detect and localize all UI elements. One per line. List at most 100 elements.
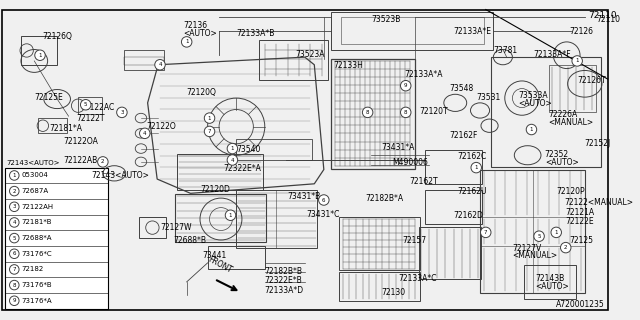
Text: 5: 5 xyxy=(84,102,88,107)
Text: <MANUAL>: <MANUAL> xyxy=(513,252,557,260)
Text: 4: 4 xyxy=(13,220,16,225)
Text: <AUTO>: <AUTO> xyxy=(545,158,579,167)
Bar xyxy=(332,12,493,51)
Text: 5: 5 xyxy=(538,234,541,239)
Text: 72110: 72110 xyxy=(589,12,617,20)
Text: 72126Q: 72126Q xyxy=(42,32,72,41)
Text: FRONT: FRONT xyxy=(207,255,234,275)
Text: 7: 7 xyxy=(484,230,488,235)
Text: 72122AH: 72122AH xyxy=(22,204,54,210)
Bar xyxy=(124,57,164,65)
Ellipse shape xyxy=(526,124,537,135)
Text: <AUTO>: <AUTO> xyxy=(535,282,569,291)
Text: 73533A: 73533A xyxy=(518,92,548,100)
Text: 72226A: 72226A xyxy=(548,110,578,119)
Text: 72133A*F: 72133A*F xyxy=(533,50,571,59)
Text: <AUTO>: <AUTO> xyxy=(518,99,552,108)
Text: 2: 2 xyxy=(564,245,568,250)
Text: 73781: 73781 xyxy=(493,46,518,55)
Text: 72182B*A: 72182B*A xyxy=(365,194,404,203)
Ellipse shape xyxy=(227,143,237,154)
Ellipse shape xyxy=(140,128,150,139)
Text: 72687A: 72687A xyxy=(22,188,49,194)
Text: 72181*A: 72181*A xyxy=(49,124,83,133)
Text: 7: 7 xyxy=(208,129,211,134)
Bar xyxy=(207,246,265,268)
Text: 8: 8 xyxy=(366,110,369,115)
Text: 72110: 72110 xyxy=(596,15,620,24)
Ellipse shape xyxy=(572,56,582,66)
Text: 9: 9 xyxy=(13,298,16,303)
Text: 1: 1 xyxy=(474,165,478,170)
Text: 72182: 72182 xyxy=(22,267,44,272)
Text: 1: 1 xyxy=(575,59,579,63)
Text: 72162U: 72162U xyxy=(457,187,486,196)
Ellipse shape xyxy=(155,60,165,70)
Text: 72127W: 72127W xyxy=(160,223,191,232)
Text: 72322E*B: 72322E*B xyxy=(265,276,303,285)
Text: 4: 4 xyxy=(230,157,234,163)
Bar xyxy=(548,65,596,112)
Text: 72122T: 72122T xyxy=(76,114,105,123)
Text: 72162D: 72162D xyxy=(453,212,483,220)
Text: 73176*B: 73176*B xyxy=(22,282,52,288)
Ellipse shape xyxy=(10,233,19,243)
Text: 73176*A: 73176*A xyxy=(22,298,52,304)
Text: 72122AB: 72122AB xyxy=(63,156,97,165)
Text: 72162T: 72162T xyxy=(410,177,438,186)
Ellipse shape xyxy=(401,80,411,91)
Text: <MANUAL>: <MANUAL> xyxy=(548,118,594,127)
Text: 72133A*D: 72133A*D xyxy=(265,286,304,295)
Text: 73431*A: 73431*A xyxy=(381,143,414,152)
Text: 72182B*B: 72182B*B xyxy=(265,267,303,276)
Text: 2: 2 xyxy=(101,159,104,164)
Text: 1: 1 xyxy=(13,173,16,178)
Text: <AUTO>: <AUTO> xyxy=(183,28,216,37)
Ellipse shape xyxy=(81,100,91,110)
Text: 72181*B: 72181*B xyxy=(22,220,52,225)
Bar xyxy=(524,265,576,299)
Text: 72157: 72157 xyxy=(402,236,426,245)
Ellipse shape xyxy=(534,231,544,241)
Bar xyxy=(419,227,481,279)
Text: 72136: 72136 xyxy=(183,21,207,30)
Ellipse shape xyxy=(116,107,127,118)
Bar xyxy=(4,168,108,308)
Text: 72162F: 72162F xyxy=(449,132,478,140)
Bar xyxy=(425,150,482,184)
Bar xyxy=(425,190,482,224)
Text: 72133H: 72133H xyxy=(333,61,364,70)
Text: 72688*A: 72688*A xyxy=(22,235,52,241)
Text: 72120D: 72120D xyxy=(200,185,230,194)
Ellipse shape xyxy=(362,107,373,118)
Ellipse shape xyxy=(10,280,19,290)
Text: 053004: 053004 xyxy=(22,172,49,179)
Ellipse shape xyxy=(561,242,571,253)
Bar xyxy=(236,139,312,160)
Text: 73441: 73441 xyxy=(202,252,226,260)
Bar xyxy=(341,17,484,44)
Text: 1: 1 xyxy=(185,39,188,44)
Ellipse shape xyxy=(10,186,19,196)
Ellipse shape xyxy=(227,155,237,165)
Bar xyxy=(259,40,328,80)
Text: 72352: 72352 xyxy=(545,150,569,159)
Text: 72125E: 72125E xyxy=(35,93,63,102)
Ellipse shape xyxy=(10,296,19,306)
Ellipse shape xyxy=(10,249,19,259)
Bar xyxy=(124,50,164,70)
Ellipse shape xyxy=(10,171,19,180)
Text: 72143<AUTO>: 72143<AUTO> xyxy=(6,160,60,166)
Text: 4: 4 xyxy=(158,62,162,67)
Bar xyxy=(139,217,166,238)
Text: 5: 5 xyxy=(13,236,16,241)
Text: 1: 1 xyxy=(530,127,533,132)
Text: 73523B: 73523B xyxy=(371,15,401,24)
Ellipse shape xyxy=(551,227,561,238)
Ellipse shape xyxy=(10,218,19,227)
Text: 72152J: 72152J xyxy=(585,139,611,148)
Bar xyxy=(492,57,601,167)
Text: 72130: 72130 xyxy=(381,288,405,297)
Bar xyxy=(339,217,420,270)
Ellipse shape xyxy=(481,227,491,238)
